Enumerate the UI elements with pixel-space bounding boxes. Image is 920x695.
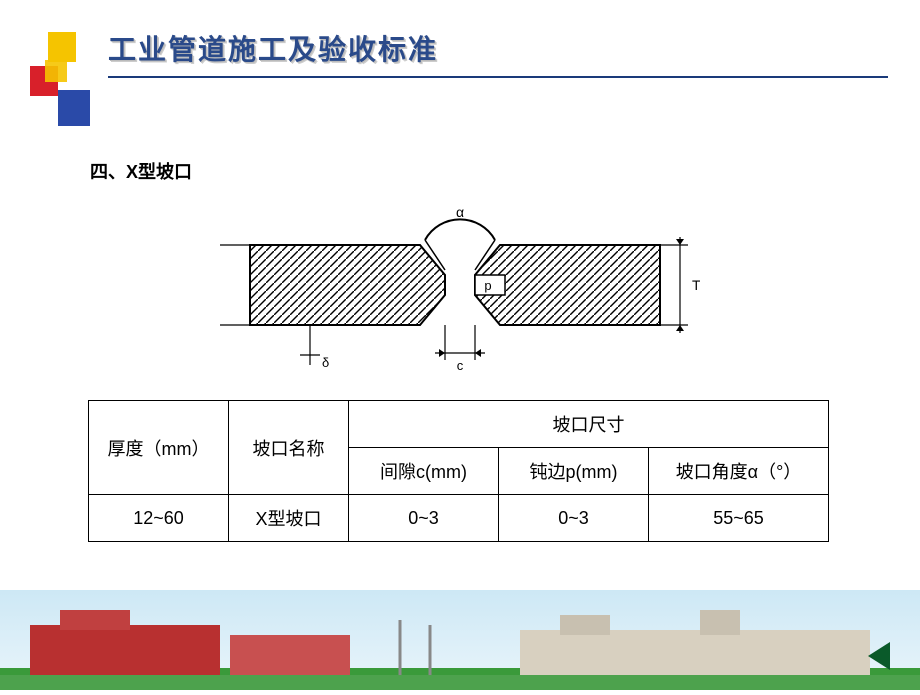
table-row: 12~60 X型坡口 0~3 0~3 55~65 [89, 495, 829, 542]
delta-label: δ [322, 355, 329, 370]
page-header: 工业管道施工及验收标准 [108, 28, 890, 78]
col-name: 坡口名称 [229, 401, 349, 495]
t-label: T [692, 277, 700, 293]
x-groove-diagram: p α c δ T [210, 195, 700, 375]
alpha-label: α [456, 204, 464, 220]
page-title: 工业管道施工及验收标准 [108, 28, 890, 68]
footer-illustration [0, 590, 920, 690]
col-rootface: 钝边p(mm) [499, 448, 649, 495]
groove-spec-table: 厚度（mm） 坡口名称 坡口尺寸 间隙c(mm) 钝边p(mm) 坡口角度α（°… [88, 400, 829, 542]
prev-slide-button[interactable] [868, 642, 890, 670]
p-label: p [484, 278, 491, 293]
section-heading: 四、X型坡口 [90, 158, 192, 184]
corner-decor [30, 32, 90, 142]
col-gap: 间隙c(mm) [349, 448, 499, 495]
col-thickness: 厚度（mm） [89, 401, 229, 495]
col-group-dim: 坡口尺寸 [349, 401, 829, 448]
col-angle: 坡口角度α（°） [649, 448, 829, 495]
title-underline [108, 76, 888, 78]
c-label: c [457, 358, 464, 373]
